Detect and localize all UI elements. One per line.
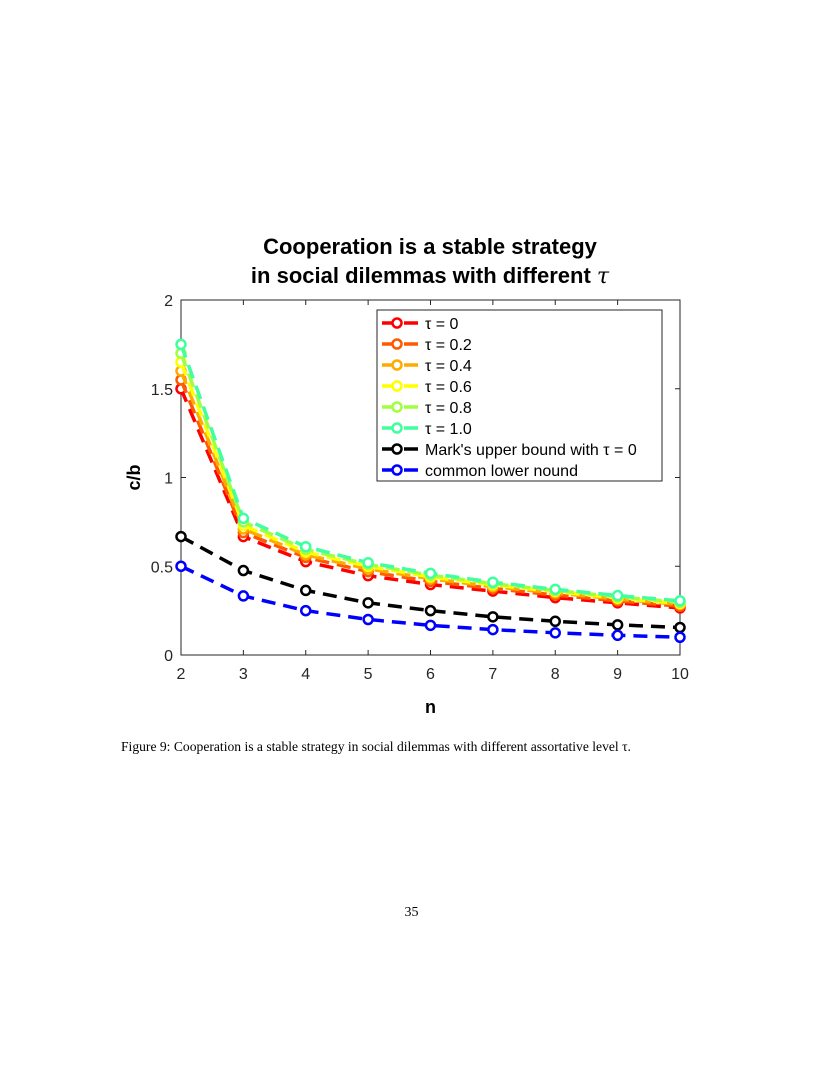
legend-label-6: Mark's upper bound with τ = 0 — [425, 442, 637, 459]
data-point-7-5 — [487, 623, 499, 636]
chart-title-line-2: in social dilemmas with different τ — [180, 261, 680, 291]
page-number: 35 — [404, 905, 419, 920]
data-point-5-4 — [424, 567, 437, 580]
data-point-6-1 — [237, 564, 250, 577]
chart-title: Cooperation is a stable strategy in soci… — [180, 232, 680, 291]
data-point-5-6 — [549, 583, 561, 596]
legend-marker-0 — [391, 317, 403, 329]
figure-caption: Figure 9: Cooperation is a stable strate… — [121, 739, 631, 754]
x-tick-label: 6 — [426, 666, 435, 683]
x-tick-label: 3 — [239, 666, 248, 683]
series-line-6 — [180, 535, 681, 630]
x-tick-label: 7 — [488, 666, 497, 683]
x-tick-label: 8 — [551, 666, 560, 683]
data-point-6-0 — [175, 530, 187, 543]
legend-label-2: τ = 0.4 — [425, 358, 472, 375]
y-tick-label: 0 — [164, 648, 173, 665]
chart-title-line-2-text: in social dilemmas with different — [250, 263, 597, 288]
legend-box — [376, 309, 663, 482]
x-tick-label: 2 — [177, 666, 186, 683]
legend-label-1: τ = 0.2 — [425, 337, 472, 354]
x-tick-label: 5 — [364, 666, 373, 683]
data-point-6-8 — [674, 621, 686, 634]
data-point-6-3 — [362, 597, 374, 609]
legend-label-0: τ = 0 — [425, 316, 459, 333]
y-axis-label: c/b — [124, 464, 144, 490]
legend-marker-6 — [391, 443, 403, 455]
legend-label-5: τ = 1.0 — [425, 421, 472, 438]
chart-title-line-1: Cooperation is a stable strategy — [263, 234, 597, 259]
legend-marker-5 — [391, 422, 403, 434]
legend-marker-2 — [391, 359, 403, 371]
data-point-5-8 — [674, 595, 686, 607]
legend-marker-4 — [391, 401, 403, 413]
data-point-5-3 — [362, 556, 374, 569]
data-point-5-7 — [611, 589, 624, 602]
chart-title-tau-symbol: τ — [596, 264, 610, 289]
legend-marker-7 — [391, 464, 403, 476]
legend-label-4: τ = 0.8 — [425, 400, 472, 417]
data-point-6-4 — [424, 604, 437, 617]
data-point-7-1 — [237, 590, 250, 602]
data-point-6-5 — [487, 611, 499, 623]
data-point-6-2 — [300, 584, 312, 597]
legend-marker-3 — [391, 380, 403, 392]
data-point-7-6 — [549, 627, 561, 639]
legend-marker-1 — [391, 338, 403, 350]
data-point-6-7 — [611, 619, 624, 631]
legend-label-3: τ = 0.6 — [425, 379, 472, 396]
data-point-5-0 — [175, 338, 187, 351]
y-tick-label: 0.5 — [151, 559, 173, 576]
data-point-5-5 — [487, 576, 499, 588]
data-point-5-2 — [300, 540, 312, 553]
x-axis-label: n — [425, 697, 436, 717]
y-tick-label: 1 — [164, 471, 173, 488]
series-line-3 — [179, 361, 681, 606]
x-tick-label: 4 — [301, 666, 310, 683]
data-point-7-7 — [611, 629, 624, 642]
data-point-5-1 — [237, 512, 250, 525]
y-tick-label: 1.5 — [151, 382, 173, 399]
series-line-7 — [180, 564, 681, 639]
data-point-7-0 — [175, 560, 187, 572]
x-tick-label: 10 — [671, 666, 689, 683]
data-point-7-2 — [300, 604, 312, 617]
data-point-7-3 — [362, 613, 374, 626]
data-point-6-6 — [549, 615, 561, 628]
legend-label-7: common lower nound — [425, 463, 578, 480]
chart: 2 3 4 5 6 7 8 9 10 0 0.5 1 1.5 2 n c/b τ = 0 τ = 0.2 τ = 0… — [124, 293, 689, 717]
data-point-7-8 — [674, 631, 686, 643]
y-tick-label: 2 — [164, 293, 173, 310]
data-point-7-4 — [424, 619, 437, 632]
x-tick-label: 9 — [613, 666, 622, 683]
